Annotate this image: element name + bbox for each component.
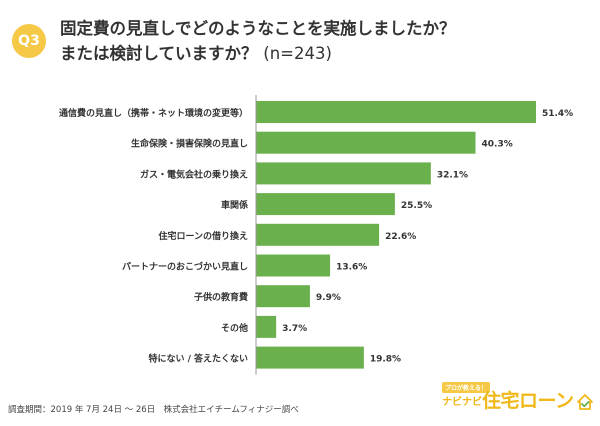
title-line-2-text: または検討していますか？ (60, 44, 258, 63)
category-label: 子供の教育費 (194, 291, 248, 303)
category-label: パートナーのおこづかい見直し (122, 261, 248, 273)
category-label: 特にない / 答えたくない (148, 353, 248, 365)
survey-footnote: 調査期間：2019 年 7月 24日 〜 26日 株式会社エイチームフィナジー調… (8, 405, 299, 415)
title-line-2: または検討していますか？ (n=243) (60, 41, 590, 66)
value-label: 19.8% (370, 355, 401, 365)
question-badge: Q3 (12, 24, 46, 58)
value-label: 13.6% (336, 263, 367, 273)
value-label: 40.3% (482, 140, 513, 150)
category-label: 生命保険・損害保険の見直し (131, 138, 248, 150)
bar (256, 285, 310, 308)
category-label: その他 (221, 322, 248, 334)
bar (256, 346, 364, 369)
bar (256, 315, 277, 338)
chart-title: 固定費の見直しでどのようなことを実施しましたか？ または検討していますか？ (n… (60, 16, 590, 66)
value-label: 3.7% (282, 324, 307, 334)
bar (256, 193, 395, 216)
bar-chart: 通信費の見直し（携帯・ネット環境の変更等） 51.4% 生命保険・損害保険の見直し 4… (59, 95, 573, 375)
category-label: ガス・電気会社の乗り換え (140, 168, 248, 180)
value-label: 9.9% (316, 293, 341, 303)
logo-subtitle: ナビナビ (442, 397, 482, 408)
category-label: 車関係 (221, 199, 248, 211)
bar (256, 254, 331, 277)
value-label: 25.5% (401, 201, 432, 211)
bar (256, 223, 380, 246)
logo-tagline: プロが教える！ (442, 382, 490, 393)
bar (256, 162, 431, 185)
category-label: 住宅ローンの借り換え (158, 230, 248, 242)
value-label: 22.6% (385, 232, 416, 242)
value-label: 51.4% (542, 109, 573, 119)
bar (256, 101, 536, 123)
brand-logo: プロが教える！ ナビナビ 住宅ローン (442, 382, 593, 418)
title-line-1: 固定費の見直しでどのようなことを実施しましたか？ (60, 19, 456, 38)
category-label: 通信費の見直し（携帯・ネット環境の変更等） (59, 107, 248, 119)
sample-size: (n=243) (263, 44, 332, 63)
logo-title: 住宅ローン (482, 390, 574, 412)
house-check-icon (577, 394, 593, 410)
bar (256, 131, 476, 154)
value-label: 32.1% (437, 170, 468, 180)
